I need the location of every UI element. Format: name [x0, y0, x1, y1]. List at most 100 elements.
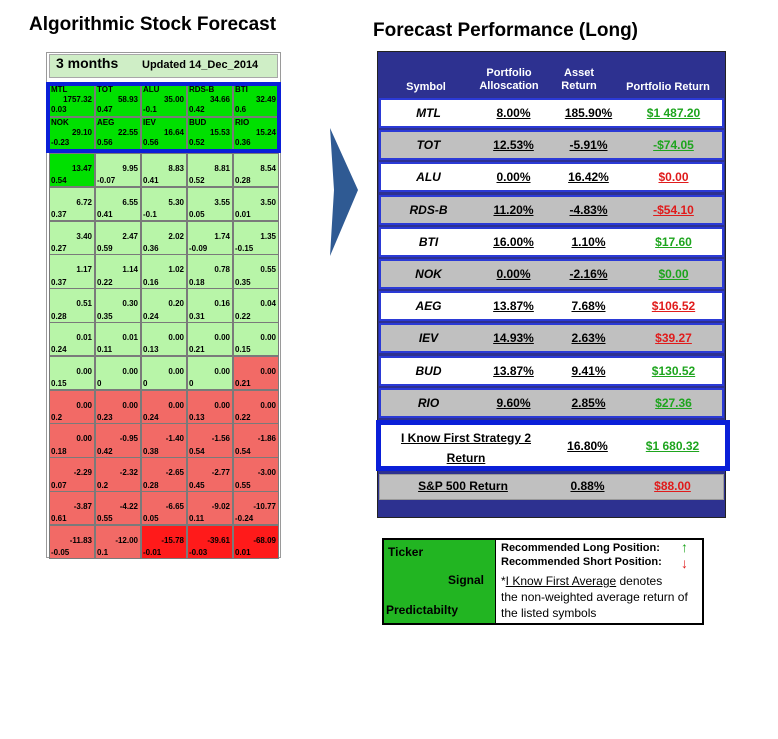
cell-signal: 0.51 — [76, 299, 92, 309]
legend-note-rest: denotes — [616, 574, 663, 588]
cell-signal: 1.35 — [260, 231, 276, 241]
cell-predictability: -0.03 — [189, 548, 208, 558]
cell-predictability: 0.01 — [235, 548, 251, 558]
heatmap-cell: 0.00 0.24 — [141, 389, 187, 424]
cell-signal: 3.55 — [214, 197, 230, 207]
cell-predictability: 0.05 — [143, 514, 159, 524]
cell-predictability: 0.47 — [97, 105, 113, 114]
cell-asset-return: 2.63% — [571, 331, 606, 346]
cell-signal: -1.56 — [211, 434, 230, 444]
cell-predictability: 0.54 — [189, 446, 205, 456]
sp500-asset-return: 0.88% — [570, 479, 605, 493]
cell-signal: 0.00 — [122, 400, 138, 410]
cell-predictability: 0.28 — [143, 480, 159, 490]
cell-signal: 0.00 — [122, 366, 138, 376]
cell-predictability: 0.1 — [97, 548, 109, 558]
cell-signal: 3.50 — [260, 197, 276, 207]
cell-predictability: 0 — [189, 379, 194, 389]
cell-signal: 9.95 — [122, 164, 138, 173]
cell-predictability: 0.56 — [97, 138, 113, 147]
cell-predictability: 0.28 — [235, 176, 251, 186]
sp500-portfolio-return: $88.00 — [654, 479, 691, 493]
cell-predictability: 0.61 — [51, 514, 67, 524]
performance-title: Forecast Performance (Long) — [373, 20, 638, 41]
cell-predictability: 0.18 — [189, 277, 205, 287]
legend-note-line3: the listed symbols — [501, 606, 597, 620]
cell-signal: -9.02 — [211, 502, 230, 511]
cell-predictability: 0.23 — [97, 412, 113, 422]
cell-allocation: 11.20% — [493, 202, 534, 217]
legend-note-link[interactable]: I Know First Average — [505, 574, 617, 588]
cell-signal: 1757.32 — [63, 95, 92, 104]
legend-signal: Signal — [448, 573, 485, 587]
cell-signal: 5.30 — [168, 197, 184, 207]
heatmap-cell: 13.47 0.54 — [49, 153, 95, 188]
cell-predictability: 0.42 — [97, 446, 113, 456]
heatmap-cell: 0.00 0.2 — [49, 389, 95, 424]
heatmap-cell: 0.00 0.22 — [233, 389, 279, 424]
heatmap-cell: 0.00 0.13 — [141, 322, 187, 357]
cell-asset-return: 1.10% — [571, 234, 606, 249]
cell-predictability: 0.05 — [189, 210, 205, 220]
heatmap-cell: 0.00 0.21 — [233, 355, 279, 391]
cell-predictability: 0.54 — [235, 446, 251, 456]
sp500-label: S&P 500 Return — [418, 479, 508, 493]
cell-predictability: 0.35 — [235, 277, 251, 287]
cell-signal: 1.14 — [122, 265, 138, 275]
cell-allocation: 9.60% — [496, 395, 531, 410]
cell-predictability: -0.1 — [143, 105, 157, 114]
cell-signal: -1.40 — [165, 434, 184, 444]
top-cell-nok: NOK 29.10 -0.23 — [49, 117, 95, 150]
cell-predictability: 0.03 — [51, 105, 67, 114]
cell-signal: 8.81 — [214, 164, 230, 173]
cell-predictability: 0.24 — [143, 412, 159, 422]
cell-signal: 0.00 — [168, 366, 184, 376]
cell-asset-return: -5.91% — [569, 138, 608, 153]
cell-allocation: 0.00% — [496, 170, 531, 185]
heatmap-cell: -2.65 0.28 — [141, 457, 187, 492]
table-row-rds-b: RDS-B 11.20% -4.83% -$54.10 — [379, 194, 724, 225]
heatmap-cell: 5.30 -0.1 — [141, 186, 187, 222]
heatmap-cell: -0.95 0.42 — [95, 423, 141, 458]
forecast-title: Algorithmic Stock Forecast — [29, 14, 277, 35]
cell-signal: 1.17 — [76, 265, 92, 275]
cell-signal: -15.78 — [161, 535, 184, 545]
legend-note-line1: *I Know First Average denotes — [501, 574, 662, 588]
cell-signal: 15.53 — [209, 128, 230, 137]
heatmap-cell: 0.16 0.31 — [187, 288, 233, 323]
heatmap-cell: 1.74 -0.09 — [187, 220, 233, 255]
cell-signal: 22.55 — [117, 128, 138, 137]
cell-predictability: -0.05 — [51, 548, 70, 558]
cell-symbol: ALU — [416, 170, 441, 185]
cell-symbol: BTI — [418, 234, 439, 249]
heatmap-cell: -3.87 0.61 — [49, 491, 95, 526]
heatmap-cell: 0.00 0 — [141, 355, 187, 391]
cell-signal: 0.20 — [168, 299, 184, 309]
cell-predictability: -0.23 — [51, 138, 70, 147]
strategy-label: I Know First Strategy 2 Return — [388, 428, 544, 468]
cell-predictability: -0.1 — [143, 210, 157, 220]
heatmap-cell: 8.81 0.52 — [187, 153, 233, 188]
table-row-bud: BUD 13.87% 9.41% $130.52 — [379, 355, 724, 386]
cell-symbol: NOK — [51, 118, 69, 127]
cell-predictability: 0.24 — [143, 311, 159, 321]
strategy-asset-return: 16.80% — [567, 439, 608, 453]
forecast-period: 3 months — [56, 55, 119, 71]
table-row-mtl: MTL 8.00% 185.90% $1 487.20 — [379, 98, 724, 128]
heatmap-cell: 0.04 0.22 — [233, 288, 279, 323]
heatmap-cell: -9.02 0.11 — [187, 491, 233, 526]
top-cell-iev: IEV 16.64 0.56 — [141, 117, 187, 150]
cell-signal: 34.66 — [209, 95, 230, 104]
arrow-right-icon — [330, 128, 358, 256]
cell-signal: 0.04 — [260, 299, 276, 309]
cell-symbol: RDS-B — [189, 85, 215, 94]
cell-predictability: 0.41 — [143, 176, 159, 186]
cell-predictability: 0.13 — [189, 412, 205, 422]
legend-long-label: Recommended Long Position: — [501, 542, 660, 554]
cell-predictability: 0 — [97, 379, 102, 389]
top-cell-bud: BUD 15.53 0.52 — [187, 117, 233, 150]
cell-allocation: 16.00% — [493, 234, 534, 249]
cell-symbol: AEG — [415, 299, 442, 314]
cell-predictability: 0.13 — [143, 345, 159, 355]
cell-predictability: 0.21 — [235, 379, 251, 389]
